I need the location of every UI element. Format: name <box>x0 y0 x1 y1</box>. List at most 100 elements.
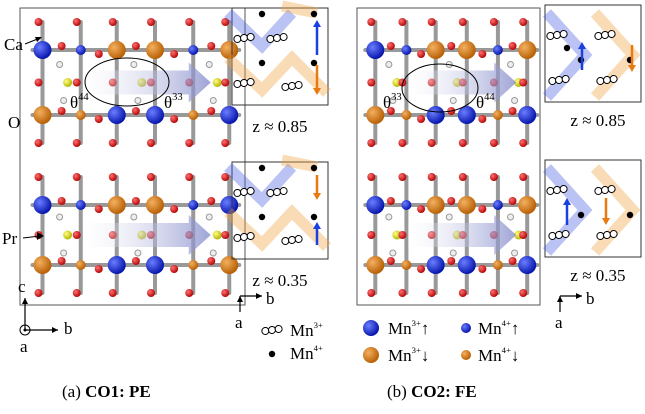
atom <box>398 18 406 26</box>
atom <box>170 115 178 123</box>
atom <box>363 320 379 336</box>
atom <box>493 45 503 55</box>
h-atom <box>450 98 456 104</box>
base: θ <box>383 93 391 112</box>
atom <box>58 107 66 115</box>
arrow: ↑ <box>511 319 520 338</box>
atom <box>221 231 229 239</box>
atom <box>34 106 52 124</box>
atom <box>63 78 72 87</box>
atom <box>147 139 155 147</box>
axis-a-dot <box>24 329 27 332</box>
atom <box>188 45 198 55</box>
arrow: ↓ <box>511 346 520 365</box>
atom <box>519 231 527 239</box>
h-atom <box>508 214 514 220</box>
axis-head <box>22 298 28 304</box>
sup: 33 <box>172 92 183 103</box>
atom <box>188 110 198 120</box>
atom <box>367 79 375 87</box>
shift-arrow <box>83 63 211 103</box>
base: Mn <box>388 346 412 365</box>
atom <box>398 231 406 239</box>
atom <box>35 173 43 181</box>
base: Mn <box>478 346 502 365</box>
atom <box>109 18 117 26</box>
mn4-icon <box>311 11 317 17</box>
axis-head <box>557 296 563 302</box>
h-atom <box>61 250 67 256</box>
h-atom <box>386 62 392 68</box>
atom <box>146 41 164 59</box>
atom <box>493 110 503 120</box>
label: b <box>586 289 595 308</box>
atom <box>519 79 527 87</box>
atom <box>459 289 467 297</box>
mn3-icon <box>280 229 303 251</box>
caption-bold: CO2: FE <box>411 382 477 401</box>
atom <box>147 18 155 26</box>
atom <box>458 256 476 274</box>
atom <box>367 289 375 297</box>
spin-head <box>628 65 636 72</box>
spin-head <box>313 222 321 229</box>
h-atom <box>512 98 518 104</box>
atom <box>76 260 86 270</box>
atom <box>108 106 126 124</box>
atom <box>478 205 486 213</box>
atom <box>367 231 375 239</box>
spin-head <box>313 193 321 200</box>
sup: 3+ <box>314 320 323 330</box>
atom <box>170 50 178 58</box>
caption-prefix: (b) <box>387 382 407 401</box>
atom <box>132 197 140 205</box>
atom <box>461 350 471 360</box>
label: z ≈ 0.35 <box>570 266 625 285</box>
atom <box>398 139 406 147</box>
atom <box>109 173 117 181</box>
base: Mn <box>478 319 502 338</box>
atom <box>132 107 140 115</box>
atom <box>73 18 81 26</box>
atom <box>478 115 486 123</box>
sup: 44 <box>78 92 89 103</box>
axis-head <box>256 293 262 299</box>
atom <box>401 45 411 55</box>
atom <box>519 18 527 26</box>
atom <box>73 173 81 181</box>
atom <box>427 256 445 274</box>
atom <box>519 289 527 297</box>
sup-label: Mn4+↓ <box>478 345 519 365</box>
atom <box>401 260 411 270</box>
atom <box>447 257 455 265</box>
atom <box>459 18 467 26</box>
sup-label: Mn3+↓ <box>388 345 429 365</box>
atom <box>459 139 467 147</box>
atom <box>109 139 117 147</box>
h-atom <box>61 98 67 104</box>
atom <box>170 265 178 273</box>
atom <box>185 173 193 181</box>
atom <box>428 289 436 297</box>
atom <box>493 260 503 270</box>
atom <box>366 106 384 124</box>
atom <box>108 256 126 274</box>
caption-prefix: (a) <box>62 382 81 401</box>
atom <box>427 106 445 124</box>
arrow: ↓ <box>421 346 430 365</box>
atom <box>387 197 395 205</box>
atom <box>58 42 66 50</box>
atom <box>108 41 126 59</box>
atom <box>401 200 411 210</box>
base: θ <box>476 93 484 112</box>
atom <box>490 173 498 181</box>
atom <box>95 115 103 123</box>
atom <box>519 139 527 147</box>
atom <box>146 106 164 124</box>
lobe <box>274 324 284 334</box>
atom <box>367 139 375 147</box>
base: Mn <box>290 321 314 340</box>
shift-arrow <box>83 215 211 255</box>
label: b <box>266 289 275 308</box>
atom <box>63 231 72 240</box>
